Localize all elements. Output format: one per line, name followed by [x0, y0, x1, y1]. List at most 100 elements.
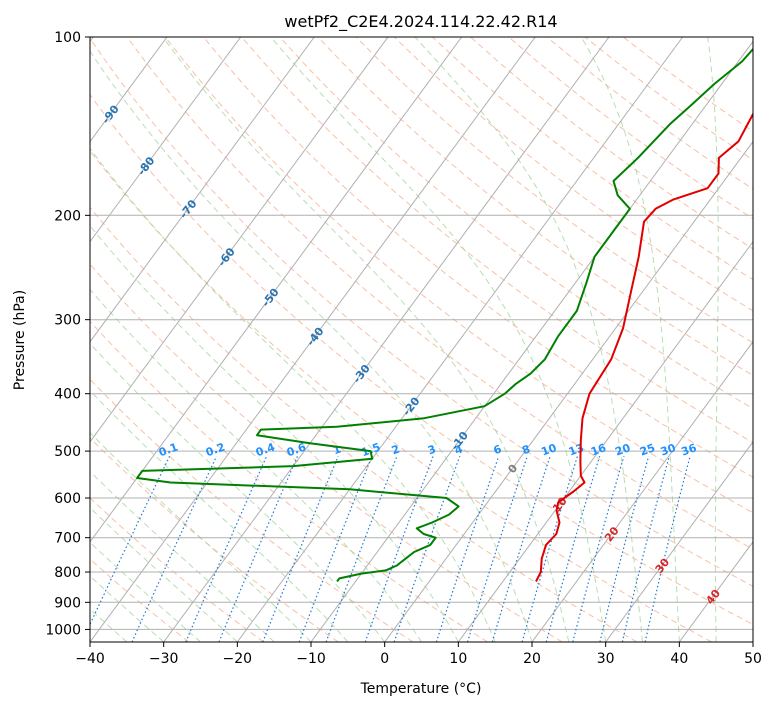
y-tick-label: 600 [54, 491, 81, 507]
profile-lines [136, 47, 753, 583]
dry-adiabat [90, 263, 563, 642]
isotherm-line [310, 40, 753, 642]
x-tick-label: 50 [744, 651, 762, 667]
dry-adiabat [90, 206, 638, 642]
x-axis: −40 −30 −20 −10 0 10 20 30 40 50 [75, 642, 762, 667]
temperature-profile [535, 112, 753, 582]
x-tick-label: 10 [449, 651, 467, 667]
x-tick-label: −10 [296, 651, 326, 667]
mixing-ratio-line [298, 455, 373, 642]
x-tick-label: 40 [670, 651, 688, 667]
chart-title: wetPf2_C2E4.2024.114.22.42.R14 [284, 12, 557, 32]
moist-adiabat [270, 37, 607, 642]
dry-adiabat [279, 37, 753, 410]
isotherm-line [90, 37, 389, 443]
y-axis: 100 200 300 400 500 600 700 800 900 1000 [45, 30, 90, 638]
moist-adiabat [414, 37, 643, 642]
mixing-ratio-label: 36 [679, 441, 698, 459]
mixing-ratio-line [90, 455, 171, 626]
isotherm-line [90, 37, 315, 343]
moist-adiabat [707, 37, 719, 642]
x-tick-label: 0 [380, 651, 389, 667]
y-tick-label: 700 [54, 531, 81, 547]
mixing-ratio-line [466, 456, 528, 642]
dry-adiabat [317, 37, 753, 376]
moist-adiabat [90, 50, 533, 642]
mixing-ratio-line [621, 456, 670, 642]
y-tick-label: 900 [54, 595, 81, 611]
moist-adiabat [90, 541, 201, 642]
y-tick-label: 100 [54, 30, 81, 46]
mixing-ratio-label: 10 [539, 441, 558, 459]
mixing-ratio-label: 25 [638, 441, 657, 458]
isotherm-line [236, 37, 684, 642]
mixing-ratio-line [325, 455, 398, 642]
y-tick-label: 200 [54, 208, 81, 224]
y-tick-label: 300 [54, 313, 81, 329]
dry-adiabat [90, 150, 712, 642]
isotherm-line [605, 441, 753, 642]
moist-adiabat [580, 37, 680, 642]
isotherm-line [384, 140, 753, 642]
mixing-ratio-label: 3 [426, 442, 438, 457]
mixing-ratio-label: 8 [520, 442, 532, 457]
background-lines [90, 37, 753, 642]
isotherm-line [90, 37, 463, 543]
mixing-ratio-label: 16 [589, 441, 608, 459]
mixing-ratio-label: 30 [659, 441, 678, 459]
mixing-ratio-label: 1 [331, 442, 343, 457]
mixing-ratio-label: 4 [453, 442, 465, 457]
moist-adiabat [90, 470, 275, 642]
isotherm-line [90, 37, 536, 642]
mixing-ratio-line [521, 456, 579, 642]
mixing-ratio-line [572, 456, 625, 642]
dry-adiabat [90, 378, 414, 642]
x-tick-label: 20 [523, 651, 541, 667]
moist-adiabat [90, 225, 459, 642]
mixing-ratio-label: 2 [390, 442, 402, 457]
y-tick-label: 800 [54, 565, 81, 581]
moist-adiabat [90, 342, 386, 642]
moist-adiabat [90, 506, 238, 642]
isotherm-line [531, 340, 753, 642]
y-tick-label: 500 [54, 444, 81, 460]
dry-adiabat [164, 37, 753, 514]
y-tick-label: 400 [54, 387, 81, 403]
mixing-ratio-line [218, 455, 299, 642]
isotherm-line [163, 37, 610, 642]
moist-adiabat [90, 575, 165, 642]
dry-adiabat [355, 37, 753, 344]
mixing-ratio-label: 20 [613, 441, 632, 459]
isotherm-line [90, 37, 242, 243]
dewpoint-profile [136, 47, 753, 583]
x-tick-label: −30 [149, 651, 179, 667]
y-axis-title: Pressure (hPa) [12, 290, 28, 390]
mixing-ratio-line [364, 455, 434, 642]
dry-adiabat [90, 37, 753, 587]
plot-frame [89, 36, 754, 643]
y-tick-label: 1000 [45, 622, 81, 638]
isotherm-line [457, 240, 753, 642]
mixing-ratio-line [435, 456, 500, 642]
x-tick-label: −20 [223, 651, 253, 667]
moist-adiabat [90, 389, 349, 642]
mixing-ratio-line [599, 456, 650, 642]
mixing-ratio-label: 0.6 [285, 440, 308, 459]
mixing-ratio-label: 0.1 [157, 440, 180, 459]
mixing-ratio-line [185, 455, 268, 642]
mixing-ratio-label: 0.4 [254, 440, 277, 459]
mixing-ratio-label: 6 [492, 442, 504, 457]
x-tick-label: −40 [75, 651, 105, 667]
mixing-ratio-label: 0.2 [204, 440, 227, 459]
mixing-ratio-line [262, 455, 339, 642]
mixing-ratio-line [131, 455, 218, 642]
isotherm-line [90, 37, 168, 143]
x-axis-title: Temperature (°C) [360, 681, 482, 697]
moist-adiabat [162, 37, 570, 642]
x-tick-label: 30 [597, 651, 615, 667]
dry-adiabat [90, 93, 753, 626]
mixing-ratio-line [491, 456, 551, 642]
mixing-ratio-label: 1.5 [359, 440, 382, 459]
